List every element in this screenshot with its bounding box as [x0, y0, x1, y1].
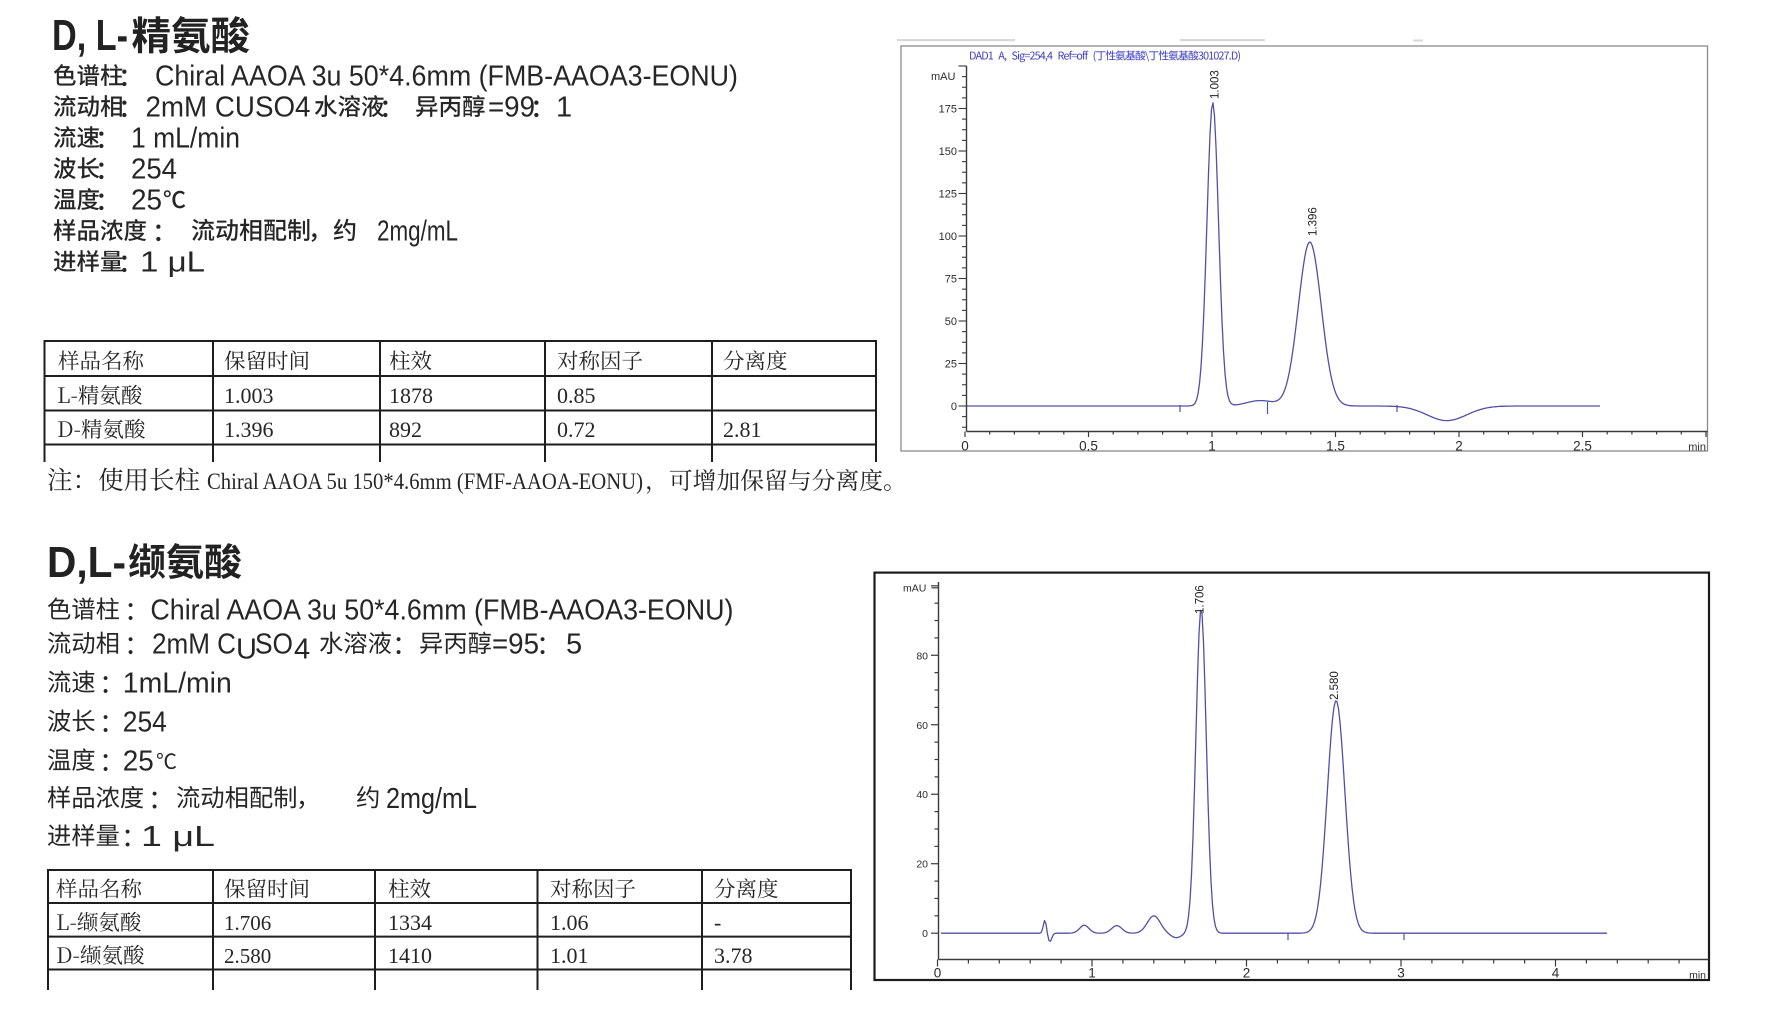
svg-text:2mM C: 2mM C — [152, 629, 236, 661]
svg-text:50: 50 — [945, 316, 957, 328]
svg-text:1 μL: 1 μL — [141, 821, 215, 853]
svg-text:0.72: 0.72 — [557, 417, 596, 442]
svg-text:4: 4 — [294, 634, 310, 666]
svg-text:1.01: 1.01 — [550, 943, 589, 968]
svg-text:2.580: 2.580 — [1329, 671, 1341, 700]
svg-text:1.003: 1.003 — [224, 383, 274, 408]
svg-text:Chiral AAOA 3u 50*4.6mm (FMB-A: Chiral AAOA 3u 50*4.6mm (FMB-AAOA3-EONU) — [150, 595, 733, 627]
svg-text:2mg/mL: 2mg/mL — [386, 783, 477, 815]
svg-text:20: 20 — [916, 859, 928, 871]
svg-text:4: 4 — [1552, 966, 1560, 981]
svg-text:Chiral AAOA 3u 50*4.6mm (FMB-A: Chiral AAOA 3u 50*4.6mm (FMB-AAOA3-EONU) — [155, 61, 738, 93]
svg-text:1mL/min: 1mL/min — [123, 668, 232, 700]
svg-text:1.06: 1.06 — [550, 910, 589, 935]
svg-text:5: 5 — [566, 629, 582, 661]
svg-text:1: 1 — [1088, 966, 1096, 981]
svg-text:mAU: mAU — [903, 583, 926, 595]
svg-text:2mM CUSO4: 2mM CUSO4 — [146, 92, 311, 124]
svg-text:=99: =99 — [488, 92, 535, 124]
svg-text:254: 254 — [131, 154, 177, 186]
svg-text:1: 1 — [1208, 439, 1216, 454]
svg-text:1.396: 1.396 — [1308, 207, 1320, 236]
svg-text:=95: =95 — [492, 629, 539, 661]
svg-text:175: 175 — [939, 104, 957, 116]
svg-text:Chiral AAOA 5u 150*4.6mm (FMF-: Chiral AAOA 5u 150*4.6mm (FMF-AAOA-EONU) — [207, 469, 643, 495]
svg-text:0: 0 — [934, 966, 942, 981]
svg-text:mAU: mAU — [931, 71, 956, 83]
svg-text:150: 150 — [939, 146, 957, 158]
svg-text:3: 3 — [1397, 966, 1405, 981]
svg-text:254: 254 — [123, 707, 167, 739]
svg-text:2: 2 — [1455, 439, 1463, 454]
svg-text:25: 25 — [945, 359, 957, 371]
svg-text:0: 0 — [922, 928, 928, 940]
svg-text:25: 25 — [131, 185, 162, 217]
svg-text:1 mL/min: 1 mL/min — [131, 123, 240, 155]
svg-text:SO: SO — [255, 629, 293, 661]
svg-text:0.5: 0.5 — [1079, 439, 1098, 454]
svg-text:3.78: 3.78 — [714, 943, 753, 968]
svg-text:25: 25 — [123, 746, 154, 778]
svg-text:80: 80 — [916, 650, 928, 662]
svg-text:2.5: 2.5 — [1573, 439, 1592, 454]
svg-text:1334: 1334 — [388, 910, 432, 935]
svg-text:min: min — [1689, 970, 1706, 982]
svg-text:1.706: 1.706 — [224, 911, 271, 935]
svg-text:1.396: 1.396 — [224, 417, 274, 442]
svg-text:1: 1 — [556, 92, 572, 124]
svg-text:1878: 1878 — [389, 383, 433, 408]
svg-text:1.706: 1.706 — [1195, 585, 1207, 614]
svg-text:2.81: 2.81 — [723, 417, 762, 442]
svg-text:40: 40 — [916, 789, 928, 801]
svg-text:60: 60 — [916, 720, 928, 732]
svg-text:-: - — [714, 910, 721, 935]
svg-text:125: 125 — [939, 189, 957, 201]
svg-text:1.003: 1.003 — [1210, 70, 1222, 99]
svg-text:D, L-: D, L- — [52, 11, 128, 60]
svg-text:100: 100 — [939, 231, 957, 243]
svg-text:0: 0 — [961, 439, 969, 454]
svg-text:1410: 1410 — [388, 943, 432, 968]
svg-text:U: U — [236, 634, 257, 666]
svg-text:0.85: 0.85 — [557, 383, 596, 408]
svg-text:1 μL: 1 μL — [140, 247, 205, 279]
svg-text:2.580: 2.580 — [224, 944, 271, 968]
svg-text:75: 75 — [945, 274, 957, 286]
svg-text:1.5: 1.5 — [1326, 439, 1345, 454]
svg-text:D,L-: D,L- — [47, 538, 126, 587]
svg-text:892: 892 — [389, 417, 422, 442]
svg-text:2mg/mL: 2mg/mL — [377, 216, 458, 248]
svg-text:min: min — [1688, 442, 1706, 454]
svg-text:0: 0 — [951, 401, 957, 413]
svg-text:2: 2 — [1243, 966, 1251, 981]
